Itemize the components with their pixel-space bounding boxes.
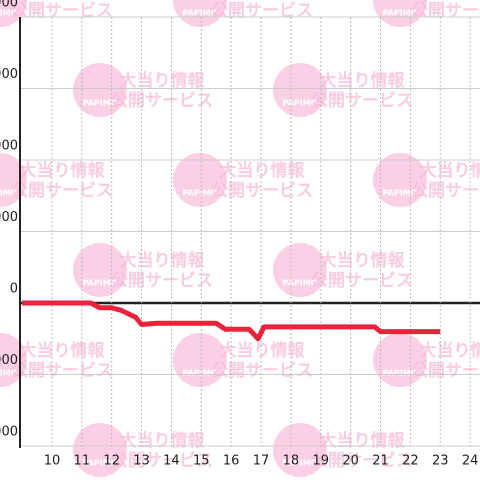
watermark-text: 大当り情報 — [320, 430, 406, 451]
x-tick-label: 16 — [223, 454, 240, 469]
watermark-logo — [173, 153, 227, 207]
watermark-brand: PAPIMO — [183, 9, 218, 18]
watermark-text: 大当り情報 — [20, 0, 106, 1]
watermark-brand: PAPIMO — [183, 369, 218, 378]
watermark-text: 公開サービス — [11, 1, 113, 21]
x-tick-label: 19 — [313, 454, 330, 469]
x-tick-label: 13 — [133, 454, 150, 469]
watermark-logo — [0, 0, 27, 27]
watermark-text: 大当り情報 — [420, 0, 480, 1]
watermark-text: 公開サービス — [311, 271, 413, 291]
watermark-text: 大当り情報 — [220, 160, 306, 181]
x-tick-label: 10 — [44, 454, 61, 469]
x-tick-label: 11 — [74, 454, 91, 469]
watermark-logo — [73, 243, 127, 297]
watermark-text: 公開サービス — [211, 361, 313, 381]
watermark-text: 公開サービス — [211, 1, 313, 21]
x-tick-label: 22 — [402, 454, 419, 469]
watermark-text: 公開サービス — [111, 91, 213, 111]
watermark-text: 公開サービス — [11, 181, 113, 201]
watermark-logo — [373, 0, 427, 27]
watermark-text: 大当り情報 — [220, 340, 306, 361]
watermark-text: 大当り情報 — [220, 0, 306, 1]
x-tick-label: 21 — [372, 454, 389, 469]
watermark-logo — [373, 153, 427, 207]
watermark-brand: PAPIMO — [0, 369, 18, 378]
x-tick-label: 20 — [342, 454, 359, 469]
watermark-brand: PAPIMO — [383, 9, 418, 18]
watermark-text: 公開サービス — [411, 1, 480, 21]
watermark-brand: PAPIMO — [383, 189, 418, 198]
watermark-text: 公開サービス — [111, 271, 213, 291]
watermark-logo — [273, 423, 327, 477]
watermark-text: 大当り情報 — [320, 70, 406, 91]
watermark-text: 大当り情報 — [20, 160, 106, 181]
data-line — [22, 300, 441, 342]
x-tick-label: 15 — [193, 454, 210, 469]
watermark-text: 大当り情報 — [120, 250, 206, 271]
watermark-brand: PAPIMO — [283, 279, 318, 288]
watermark-text: 大当り情報 — [420, 340, 480, 361]
watermark-brand: PAPIMO — [83, 459, 118, 468]
y-tick-label: -6,000 — [0, 425, 18, 440]
watermark-logo — [273, 243, 327, 297]
watermark-logo — [173, 0, 227, 27]
watermark-text: 大当り情報 — [120, 430, 206, 451]
watermark-logo — [73, 63, 127, 117]
x-tick-label: 24 — [462, 454, 479, 469]
x-tick-label: 12 — [103, 454, 120, 469]
watermark-brand: PAPIMO — [83, 279, 118, 288]
watermark-text: 公開サービス — [411, 361, 480, 381]
watermark-text: 公開サービス — [411, 181, 480, 201]
watermark-logo — [73, 423, 127, 477]
x-tick-label: 23 — [432, 454, 449, 469]
watermark-text: 大当り情報 — [20, 340, 106, 361]
watermark-brand: PAPIMO — [0, 9, 18, 18]
watermark-logo — [273, 63, 327, 117]
x-tick-label: 14 — [163, 454, 180, 469]
y-tick-label: 12,000 — [0, 0, 18, 11]
watermark-text: 公開サービス — [11, 361, 113, 381]
watermark-brand: PAPIMO — [283, 459, 318, 468]
y-tick-label: -3,000 — [0, 353, 18, 368]
watermark-text: 大当り情報 — [120, 70, 206, 91]
watermark-brand: PAPIMO — [383, 369, 418, 378]
y-tick-label: 6,000 — [0, 139, 18, 154]
y-tick-label: 0 — [10, 282, 18, 297]
watermark-text: 公開サービス — [211, 181, 313, 201]
y-tick-label: 3,000 — [0, 210, 18, 225]
x-tick-label: 18 — [283, 454, 300, 469]
watermark-text: 大当り情報 — [320, 250, 406, 271]
watermark-text: 公開サービス — [311, 91, 413, 111]
watermark-logo — [173, 333, 227, 387]
watermark-logo — [373, 333, 427, 387]
watermark-brand: PAPIMO — [83, 99, 118, 108]
x-tick-label: 17 — [253, 454, 270, 469]
watermark-brand: PAPIMO — [183, 189, 218, 198]
watermark-text: 公開サービス — [311, 451, 413, 471]
y-tick-label: 9,000 — [0, 67, 18, 82]
watermark-text: 公開サービス — [111, 451, 213, 471]
watermark-brand: PAPIMO — [283, 99, 318, 108]
watermark-brand: PAPIMO — [0, 189, 18, 198]
watermark-text: 大当り情報 — [420, 160, 480, 181]
